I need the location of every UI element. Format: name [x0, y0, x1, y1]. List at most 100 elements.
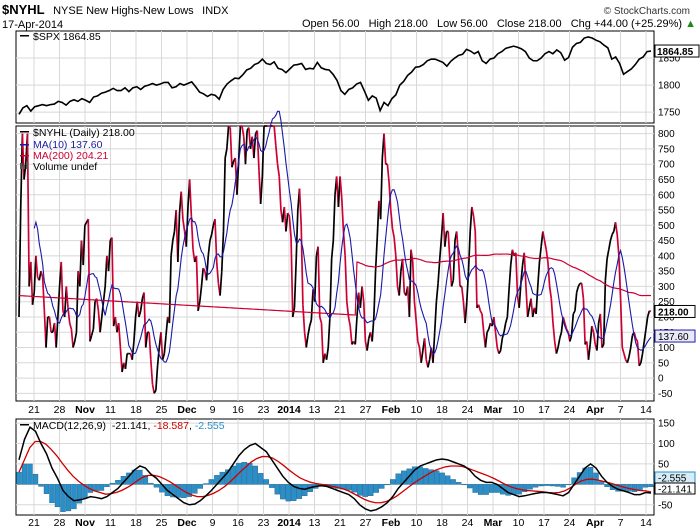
- nyhl-segment: [427, 359, 431, 368]
- ma10-line: [33, 110, 652, 363]
- nyhl-segment: [649, 310, 652, 313]
- macd-histogram-bar: [455, 482, 462, 485]
- x-axis-tick-label: 24: [564, 517, 576, 529]
- x-axis-tick-label: 24: [462, 404, 474, 416]
- spx-legend: $SPX 1864.85: [20, 31, 101, 43]
- macd-histogram-bar: [274, 484, 280, 495]
- nyhl-segment: [570, 313, 575, 336]
- nyhl-segment: [45, 316, 49, 348]
- nyhl-segment: [325, 347, 330, 360]
- nyhl-segment: [73, 332, 78, 342]
- svg-text:MACD(12,26,9) -21.141,: MACD(12,26,9) -21.141, -18.587, -2.555: [33, 420, 225, 432]
- nyhl-segment: [229, 127, 233, 168]
- macd-histogram-bar: [466, 484, 473, 489]
- x-axis-tick-label: 21: [334, 517, 346, 529]
- nyhl-segment: [278, 176, 282, 211]
- nyhl-segment: [498, 350, 502, 355]
- nyhl-segment: [275, 145, 279, 165]
- nyhl-segment: [21, 133, 25, 180]
- nyhl-segment: [210, 225, 215, 235]
- nyhl-segment: [67, 307, 71, 324]
- y-axis-tick-label: 600: [658, 190, 675, 201]
- macd-histogram-bar: [538, 484, 544, 487]
- macd-histogram-bar: [488, 484, 495, 493]
- macd-histogram-bar: [444, 475, 451, 485]
- nyhl-segment: [437, 258, 441, 284]
- nyhl-segment: [188, 179, 193, 217]
- nyhl-segment: [450, 280, 455, 287]
- nyhl-segment: [391, 228, 395, 238]
- y-axis-tick-label: 1850: [658, 54, 681, 65]
- x-axis-tick-label: 7: [618, 517, 624, 529]
- x-axis-tick-label: 11: [105, 404, 116, 416]
- nyhl-segment: [471, 206, 475, 217]
- nyhl-segment: [302, 304, 306, 333]
- nyhl-segment: [477, 304, 482, 312]
- x-axis-tick-label: 21: [28, 404, 40, 416]
- x-axis-tick-label: 10: [411, 517, 423, 529]
- macd-line: [18, 426, 652, 512]
- nyhl-segment: [18, 210, 22, 317]
- x-axis-tick-label: 21: [334, 404, 346, 416]
- nyhl-segment: [227, 125, 231, 129]
- x-axis-tick-label: 10: [411, 404, 423, 416]
- macd-histogram-bar: [93, 484, 99, 492]
- nyhl-segment: [536, 261, 541, 287]
- nyhl-segment: [504, 316, 509, 324]
- nyhl-segment: [305, 335, 309, 348]
- nyhl-segment: [616, 234, 620, 256]
- nyhl-segment: [626, 356, 630, 364]
- nyhl-segment: [438, 237, 443, 259]
- x-axis-tick-label: Nov: [75, 517, 95, 529]
- macd-histogram-bar: [115, 480, 121, 485]
- nyhl-segment: [509, 249, 514, 266]
- y-axis-tick-label: 450: [658, 236, 675, 247]
- macd-histogram-bar: [192, 484, 198, 494]
- nyhl-segment: [327, 316, 331, 348]
- nyhl-segment: [564, 322, 568, 330]
- nyhl-segment: [133, 316, 137, 342]
- nyhl-segment: [433, 301, 438, 333]
- nyhl-segment: [176, 213, 181, 262]
- nyhl-segment: [190, 216, 194, 250]
- brand-label: © StockCharts.com: [604, 6, 690, 17]
- macd-histogram-bar: [71, 484, 77, 510]
- y-axis-tick-label: 100: [658, 343, 675, 354]
- nyhl-segment: [580, 283, 585, 299]
- x-axis-tick-label: Mar: [484, 517, 503, 529]
- nyhl-segment: [99, 316, 103, 333]
- macd-histogram-bar: [142, 475, 149, 485]
- x-axis-tick-label: Feb: [382, 404, 401, 416]
- nyhl-segment: [219, 271, 223, 296]
- nyhl-segment: [514, 252, 519, 296]
- macd-histogram-bar: [351, 484, 357, 493]
- nyhl-segment: [606, 249, 610, 260]
- macd-histogram-bar: [258, 473, 264, 485]
- macd-histogram-bar: [401, 470, 407, 485]
- ohlc-readout: Open 56.00 High 218.00 Low 56.00 Close 2…: [302, 18, 696, 30]
- macd-histogram-bar: [49, 484, 55, 503]
- nyhl-segment: [165, 316, 169, 336]
- y-axis-tick-label: 250: [658, 297, 675, 308]
- nyhl-segment: [259, 176, 264, 204]
- nyhl-segment: [416, 341, 421, 348]
- nyhl-segment: [72, 341, 76, 348]
- nyhl-segment: [276, 164, 281, 177]
- nyhl-segment: [596, 323, 600, 351]
- nyhl-segment: [614, 222, 619, 235]
- nyhl-segment: [619, 298, 624, 348]
- nyhl-segment: [48, 316, 52, 333]
- nyhl-segment: [207, 240, 211, 256]
- series-layer: [16, 36, 654, 512]
- macd-histogram-bar: [346, 484, 352, 491]
- macd-histogram-bar: [104, 484, 110, 488]
- nyhl-segment: [518, 283, 522, 308]
- macd-histogram-bar: [203, 483, 209, 485]
- x-axis-tick-label: 25: [156, 404, 168, 416]
- nyhl-segment: [520, 264, 524, 284]
- x-axis-tick-label: 10: [513, 404, 525, 416]
- nyhl-segment: [286, 212, 291, 217]
- nyhl-segment: [82, 225, 86, 266]
- index-name: NYSE New Highs-New Lows: [53, 5, 194, 17]
